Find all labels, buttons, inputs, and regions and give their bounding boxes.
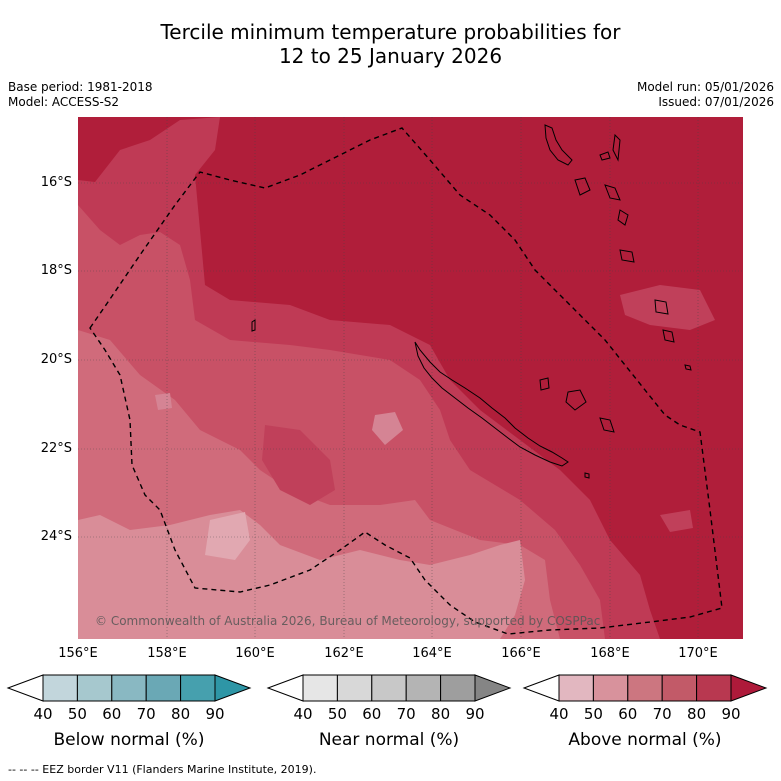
below-normal-colorbar-high-extend [214,674,252,702]
region-40-50 [78,510,525,639]
below-normal-label: Below normal (%) [53,730,205,750]
region-50-60-patch [372,412,403,445]
loyalty-island-2 [565,389,587,411]
island-small-1 [684,364,692,371]
below-normal-tick-label: 50 [67,705,87,723]
new-caledonia-coast [414,341,569,467]
chesterfield-islets [251,319,256,332]
lat-label: 16°S [40,175,72,190]
near-normal-tick-label: 70 [396,705,416,723]
model-name: Model: ACCESS-S2 [8,95,120,109]
lat-label: 24°S [40,529,72,544]
near-normal-tick-label: 80 [431,705,451,723]
copyright-notice: © Commonwealth of Australia 2026, Bureau… [95,614,601,628]
below-normal-tick-label: 40 [33,705,53,723]
vanuatu-island-6 [619,249,635,263]
near-normal-colorbar-bin [405,674,442,702]
above-normal-colorbar-low-extend [522,674,560,702]
above-normal-colorbar-bin [627,674,663,702]
lat-label: 20°S [40,352,72,367]
lat-label: 22°S [40,441,72,456]
region-50-60-patch-west [155,393,172,410]
lon-label: 170°E [678,646,718,661]
below-normal-tick-label: 70 [136,705,156,723]
vanuatu-island-4 [604,184,621,201]
near-normal-tick-label: 90 [465,705,485,723]
vanuatu-island-5 [617,209,629,226]
loyalty-island-1 [539,377,550,391]
issued-date: Issued: 07/01/2026 [658,95,774,109]
near-normal-colorbar-high-extend [474,674,512,702]
above-normal-label: Above normal (%) [568,730,722,750]
vanuatu-island-1 [599,151,611,161]
near-normal-colorbar-bin [440,674,476,702]
eez-legend-note: -- -- -- EEZ border V11 (Flanders Marine… [8,763,317,776]
lon-label: 164°E [412,646,452,661]
near-normal-tick-label: 50 [327,705,347,723]
vanuatu-island-8 [662,329,675,343]
near-normal-colorbar-bin [302,674,338,702]
near-normal-colorbar-bin [336,674,373,702]
lat-label: 18°S [40,263,72,278]
below-normal-tick-label: 60 [102,705,122,723]
above-normal-tick-label: 80 [687,705,707,723]
base-period: Base period: 1981-2018 [8,80,153,94]
above-normal-tick-label: 40 [549,705,569,723]
below-normal-colorbar-bin [111,674,147,702]
near-normal-colorbar-low-extend [266,674,304,702]
near-normal-tick-label: 60 [362,705,382,723]
above-normal-tick-label: 60 [618,705,638,723]
above-normal-colorbar-bin [558,674,594,702]
vanuatu-island-7 [654,299,669,315]
coastlines [251,124,692,479]
below-normal-colorbar-low-extend [6,674,44,702]
above-normal-colorbar-bin [661,674,698,702]
probability-field [78,117,743,639]
region-70-80-patch-central [262,425,335,505]
lon-label: 156°E [58,646,98,661]
above-normal-tick-label: 90 [721,705,741,723]
below-normal-colorbar-bin [180,674,216,702]
above-normal-colorbar-bin [696,674,732,702]
lon-label: 160°E [235,646,275,661]
vanuatu-north-coast [544,124,573,166]
lon-label: 162°E [324,646,364,661]
above-normal-colorbar-bin [592,674,629,702]
vanuatu-island-2 [612,133,621,162]
region-70-80-patch-east [620,285,715,330]
map-title-line2: 12 to 25 January 2026 [278,44,503,68]
model-run: Model run: 05/01/2026 [636,80,774,94]
above-normal-tick-label: 70 [652,705,672,723]
near-normal-tick-label: 40 [293,705,313,723]
isle-of-pines [584,472,590,479]
near-normal-colorbar-bin [371,674,407,702]
region-40-50-patch [205,512,250,560]
above-normal-colorbar-high-extend [730,674,768,702]
below-normal-colorbar-bin [145,674,182,702]
lon-label: 158°E [147,646,187,661]
below-normal-colorbar-bin [76,674,113,702]
near-normal-label: Near normal (%) [318,730,460,750]
vanuatu-island-3 [574,177,591,196]
eez-border [89,127,723,635]
map-title-line1: Tercile minimum temperature probabilitie… [160,20,621,44]
below-normal-tick-label: 90 [205,705,225,723]
lon-label: 168°E [590,646,630,661]
graticule [78,117,743,639]
below-normal-tick-label: 80 [171,705,191,723]
colorbars [6,674,768,702]
region-70-80-patch-se [660,510,693,532]
below-normal-colorbar-bin [42,674,78,702]
lon-label: 166°E [501,646,541,661]
above-normal-tick-label: 50 [583,705,603,723]
loyalty-island-3 [599,417,615,433]
